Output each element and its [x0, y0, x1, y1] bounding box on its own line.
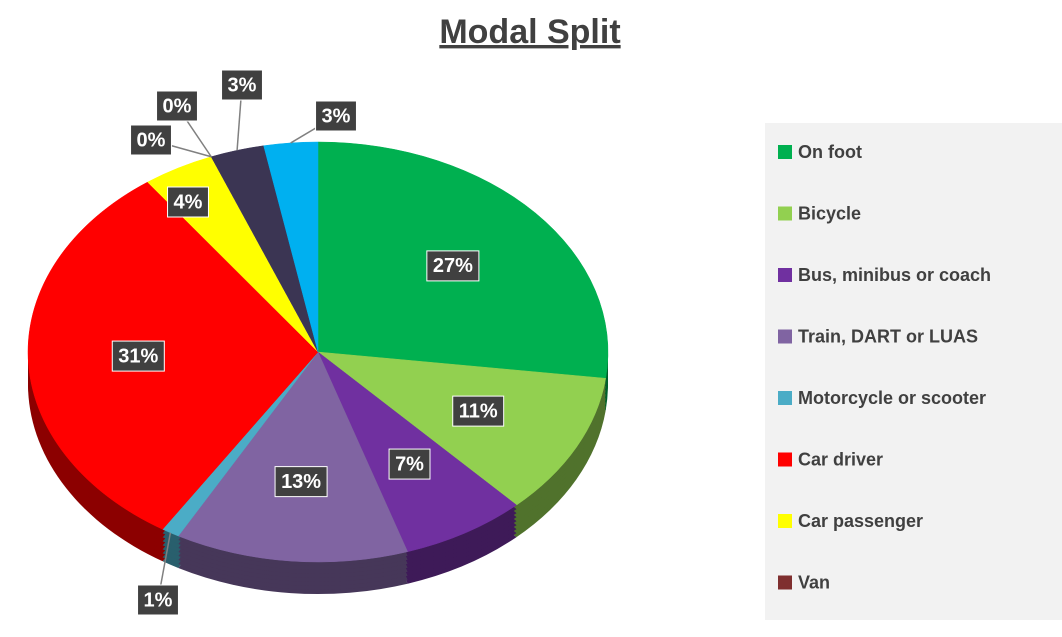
slice — [263, 141, 319, 353]
value-label-box — [388, 448, 431, 480]
value-label: 0% — [163, 95, 192, 117]
value-label: 3% — [322, 105, 351, 127]
legend: On foot Bicycle Bus, minibus or coach Train… — [778, 142, 991, 592]
value-label-box — [167, 186, 209, 218]
legend-label: Train, DART or LUAS — [798, 326, 978, 346]
legend-label: Bicycle — [798, 203, 861, 223]
value-label: 4% — [174, 191, 203, 213]
legend-label: Car passenger — [798, 511, 923, 531]
value-labels: 27% 11% 7% 13% 1% 31% 4% 0% 0% 3% 3% — [111, 69, 505, 616]
legend-swatch — [778, 391, 792, 405]
value-label-box — [452, 395, 505, 427]
legend-swatch — [778, 452, 792, 467]
value-label-box — [274, 466, 328, 498]
legend-label: Car driver — [798, 449, 883, 469]
legend-swatch — [778, 145, 792, 159]
value-label-box — [156, 90, 198, 122]
legend-swatch — [778, 268, 792, 282]
value-label: 11% — [459, 400, 498, 422]
chart-title: Modal Split — [439, 13, 620, 51]
legend-swatch — [778, 514, 792, 528]
value-label-box — [137, 584, 179, 616]
value-label: 13% — [281, 471, 321, 493]
legend-swatch — [778, 575, 792, 590]
value-label: 1% — [144, 589, 173, 611]
slice — [177, 351, 408, 563]
legend-swatch — [778, 206, 792, 221]
value-label: 3% — [228, 74, 257, 96]
pie-tops — [27, 141, 609, 563]
legend-label: Bus, minibus or coach — [798, 265, 991, 285]
legend-box — [765, 123, 1062, 620]
legend-label: On foot — [798, 142, 862, 162]
value-label: 0% — [137, 129, 166, 151]
legend-label: Motorcycle or scooter — [798, 388, 986, 408]
value-label-box — [221, 69, 263, 101]
value-label: 27% — [433, 255, 473, 277]
value-label-box — [426, 250, 480, 282]
value-label: 31% — [118, 345, 158, 367]
slice — [317, 351, 607, 506]
slice — [27, 181, 319, 530]
value-label-box — [111, 340, 165, 372]
value-label-box — [130, 124, 172, 156]
value-label-box — [315, 100, 357, 132]
legend-swatch — [778, 329, 792, 344]
legend-label: Van — [798, 572, 830, 592]
value-label: 7% — [395, 453, 424, 475]
